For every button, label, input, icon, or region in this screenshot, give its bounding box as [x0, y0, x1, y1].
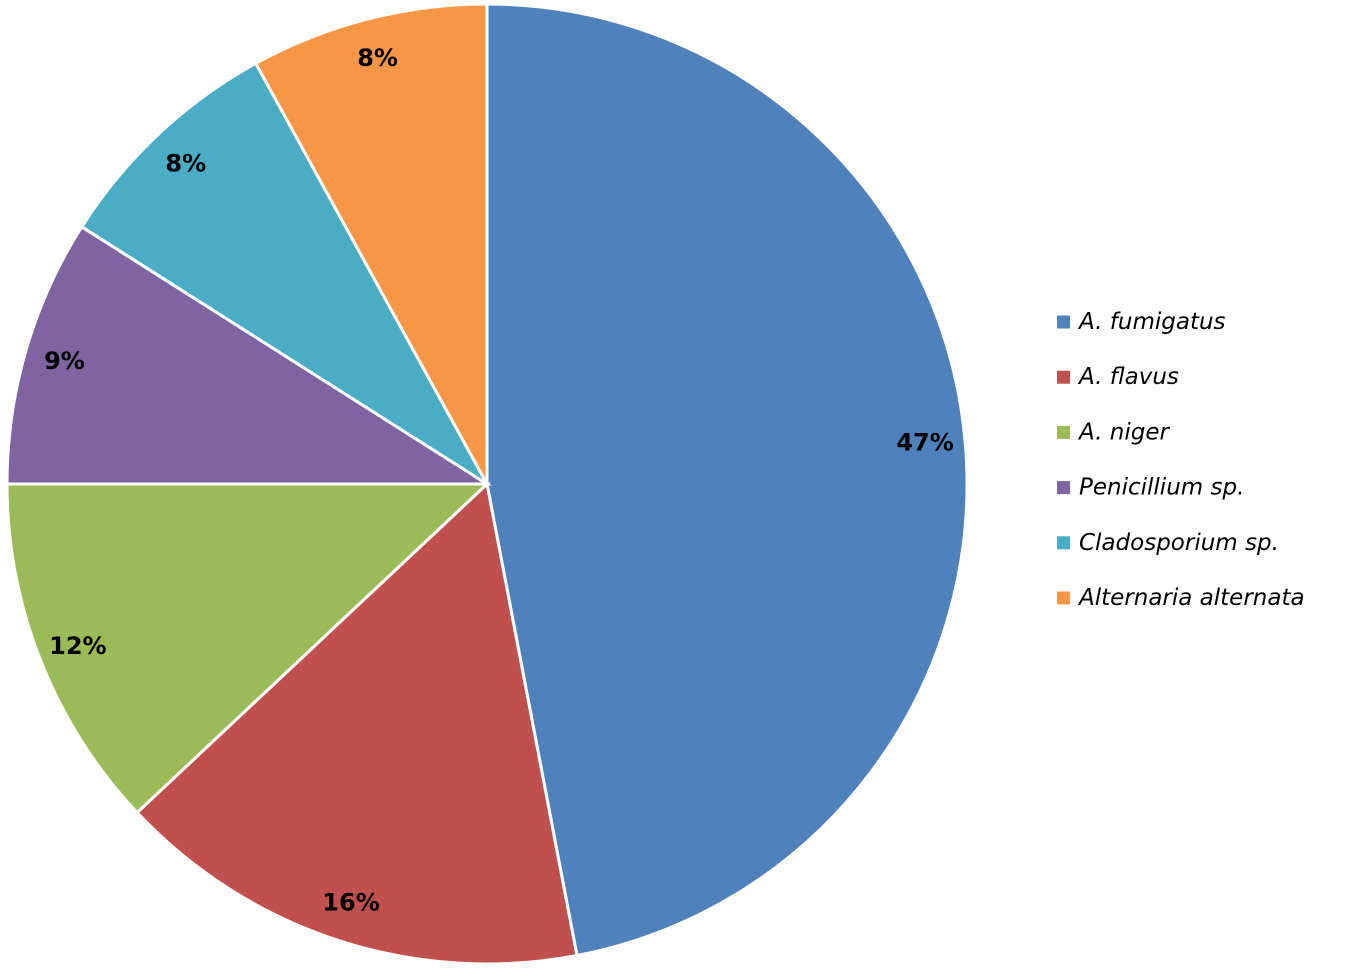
legend-swatch-6	[1057, 591, 1070, 605]
data-label-2: 16%	[322, 888, 379, 916]
legend-label-5: Cladosporium sp.	[1079, 530, 1279, 556]
data-label-6: 8%	[357, 44, 398, 72]
pie-slice-5	[79, 61, 489, 486]
legend-swatch-5	[1057, 536, 1070, 550]
legend-label-3: A. niger	[1077, 419, 1171, 445]
legend-swatch-1	[1057, 315, 1070, 329]
legend-swatch-3	[1057, 425, 1070, 439]
data-label-5: 8%	[165, 149, 206, 177]
data-label-1: 47%	[896, 429, 953, 457]
data-label-4: 9%	[44, 347, 85, 375]
legend-label-1: A. fumigatus	[1077, 309, 1226, 335]
pie-slice-1	[485, 2, 969, 958]
legend-swatch-2	[1057, 370, 1070, 384]
pie-slices	[5, 2, 969, 966]
legend-label-6: Alternaria alternata	[1077, 585, 1305, 611]
legend-label-2: A. flavus	[1077, 364, 1179, 390]
pie-slice-6	[253, 2, 489, 485]
pie-slice-3	[5, 482, 491, 815]
legend-swatch-4	[1057, 481, 1070, 495]
pie-slice-4	[5, 224, 493, 486]
pie-slice-2	[134, 481, 579, 966]
legend: A. fumigatus A. flavus A. niger Penicillium…	[1057, 309, 1305, 611]
legend-label-4: Penicillium sp.	[1079, 475, 1244, 501]
data-label-3: 12%	[49, 632, 106, 660]
pie-data-labels: 47% 16% 12% 9% 8% 8%	[44, 44, 954, 917]
